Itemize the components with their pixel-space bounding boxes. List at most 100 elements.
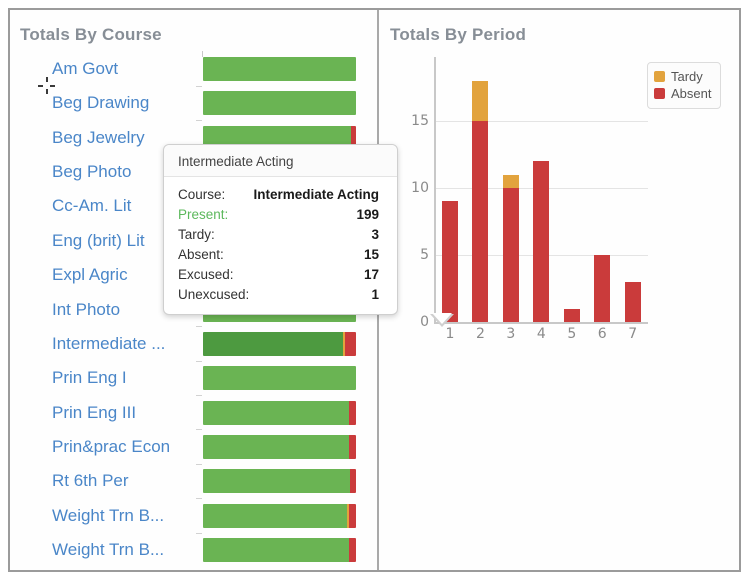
tooltip-arrow-fill bbox=[432, 313, 452, 324]
y-axis-tick-label: 0 bbox=[420, 314, 429, 330]
course-axis-tick bbox=[196, 463, 202, 465]
course-bar[interactable] bbox=[203, 434, 356, 459]
course-axis-tick bbox=[196, 395, 202, 397]
course-label[interactable]: Rt 6th Per bbox=[52, 471, 129, 491]
period-bar-absent-segment[interactable] bbox=[502, 188, 519, 322]
tooltip-row-value: 3 bbox=[371, 226, 379, 242]
tooltip-row-value: 1 bbox=[371, 286, 379, 302]
course-bar[interactable] bbox=[203, 57, 356, 81]
tardy-segment bbox=[343, 331, 346, 356]
period-bar-absent-segment[interactable] bbox=[442, 201, 458, 322]
course-label[interactable]: Beg Jewelry bbox=[52, 127, 145, 147]
course-label[interactable]: Cc-Am. Lit bbox=[52, 196, 132, 216]
legend-label: Absent bbox=[671, 86, 712, 101]
x-axis-tick-label: 7 bbox=[628, 326, 638, 342]
legend-label: Tardy bbox=[671, 69, 703, 84]
present-segment bbox=[203, 434, 349, 459]
present-segment bbox=[203, 331, 344, 356]
tardy-swatch bbox=[654, 71, 665, 82]
course-label[interactable]: Prin Eng I bbox=[52, 368, 127, 388]
course-bar[interactable] bbox=[203, 331, 356, 356]
course-label[interactable]: Intermediate ... bbox=[52, 333, 166, 353]
course-bar[interactable] bbox=[203, 366, 356, 391]
course-label[interactable]: Prin Eng III bbox=[52, 402, 137, 422]
course-axis-tick bbox=[196, 498, 202, 500]
x-axis-tick-label: 4 bbox=[536, 326, 546, 342]
present-segment bbox=[203, 91, 356, 116]
course-label[interactable]: Weight Trn B... bbox=[52, 505, 165, 525]
period-bar-tardy-segment[interactable] bbox=[472, 80, 489, 121]
tooltip-title: Intermediate Acting bbox=[164, 145, 397, 177]
tooltip-row-value: Intermediate Acting bbox=[253, 186, 379, 202]
x-axis-line bbox=[434, 322, 648, 324]
tooltip-row-label: Excused: bbox=[178, 266, 234, 282]
absent-segment bbox=[345, 331, 356, 356]
tardy-segment bbox=[346, 503, 349, 528]
tooltip-row-label: Course: bbox=[178, 186, 226, 202]
absent-segment bbox=[348, 434, 356, 459]
tooltip-row-value: 199 bbox=[356, 206, 379, 222]
y-axis-tick-label: 10 bbox=[411, 180, 429, 196]
x-axis-tick-label: 2 bbox=[475, 326, 485, 342]
tooltip-row-label: Tardy: bbox=[178, 226, 215, 242]
absent-segment bbox=[350, 125, 356, 150]
tooltip-row: Course: Intermediate Acting bbox=[164, 184, 397, 204]
course-axis-tick bbox=[196, 120, 202, 122]
legend-item-absent[interactable]: Absent bbox=[654, 86, 711, 101]
period-bar-absent-segment[interactable] bbox=[594, 255, 611, 322]
period-panel-title: Totals By Period bbox=[390, 25, 527, 44]
period-bar-absent-segment[interactable] bbox=[472, 121, 489, 322]
absent-segment bbox=[348, 538, 356, 563]
gridline bbox=[434, 121, 648, 122]
x-axis-tick-label: 1 bbox=[445, 326, 455, 342]
x-axis-tick-label: 6 bbox=[597, 326, 607, 342]
course-label[interactable]: Am Govt bbox=[52, 59, 119, 78]
present-segment bbox=[203, 57, 356, 81]
y-axis-tick-label: 5 bbox=[420, 247, 429, 263]
present-segment bbox=[203, 400, 349, 425]
absent-segment bbox=[348, 400, 356, 425]
absent-segment bbox=[348, 503, 356, 528]
absent-segment bbox=[350, 469, 356, 494]
present-segment bbox=[203, 469, 351, 494]
present-segment bbox=[203, 538, 349, 563]
course-axis-tick bbox=[202, 51, 203, 57]
tooltip-row-label: Unexcused: bbox=[178, 286, 250, 302]
tooltip-row: Present: 199 bbox=[164, 204, 397, 224]
period-bar-absent-segment[interactable] bbox=[533, 161, 550, 322]
period-chart-legend: Tardy Absent bbox=[647, 62, 722, 109]
x-axis-tick-label: 3 bbox=[506, 326, 516, 342]
course-label[interactable]: Beg Drawing bbox=[52, 93, 150, 113]
course-bar[interactable] bbox=[203, 538, 356, 563]
period-bar-absent-segment[interactable] bbox=[624, 281, 641, 322]
course-axis-tick bbox=[196, 85, 202, 87]
course-label[interactable]: Eng (brit) Lit bbox=[52, 230, 145, 250]
legend-item-tardy[interactable]: Tardy bbox=[654, 69, 711, 84]
tooltip-row: Unexcused: 1 bbox=[164, 284, 397, 304]
course-label[interactable]: Int Photo bbox=[52, 299, 121, 319]
tooltip-row-label: Absent: bbox=[178, 246, 224, 262]
course-label[interactable]: Weight Trn B... bbox=[52, 540, 165, 560]
course-bar[interactable] bbox=[203, 469, 356, 494]
course-label[interactable]: Expl Agric bbox=[52, 265, 128, 285]
course-axis-tick bbox=[196, 429, 202, 431]
tooltip-row-value: 17 bbox=[363, 266, 379, 282]
course-label[interactable]: Prin&prac Econ bbox=[52, 436, 171, 456]
y-axis-tick-label: 15 bbox=[411, 113, 429, 129]
course-bar[interactable] bbox=[203, 503, 356, 528]
course-bar[interactable] bbox=[203, 400, 356, 425]
present-segment bbox=[203, 503, 347, 528]
absent-swatch bbox=[654, 88, 665, 99]
course-bar[interactable] bbox=[203, 91, 356, 116]
x-axis-tick-label: 5 bbox=[567, 326, 577, 342]
period-bar-absent-segment[interactable] bbox=[563, 308, 580, 322]
course-axis-tick bbox=[196, 532, 202, 534]
tooltip-row: Excused: 17 bbox=[164, 264, 397, 284]
y-axis-line bbox=[434, 57, 436, 324]
tooltip-row: Absent: 15 bbox=[164, 244, 397, 264]
course-axis-tick bbox=[196, 326, 202, 328]
present-segment bbox=[203, 366, 356, 391]
tooltip-row-label: Present: bbox=[178, 206, 229, 222]
period-bar-tardy-segment[interactable] bbox=[502, 174, 519, 188]
course-label[interactable]: Beg Photo bbox=[52, 162, 132, 182]
